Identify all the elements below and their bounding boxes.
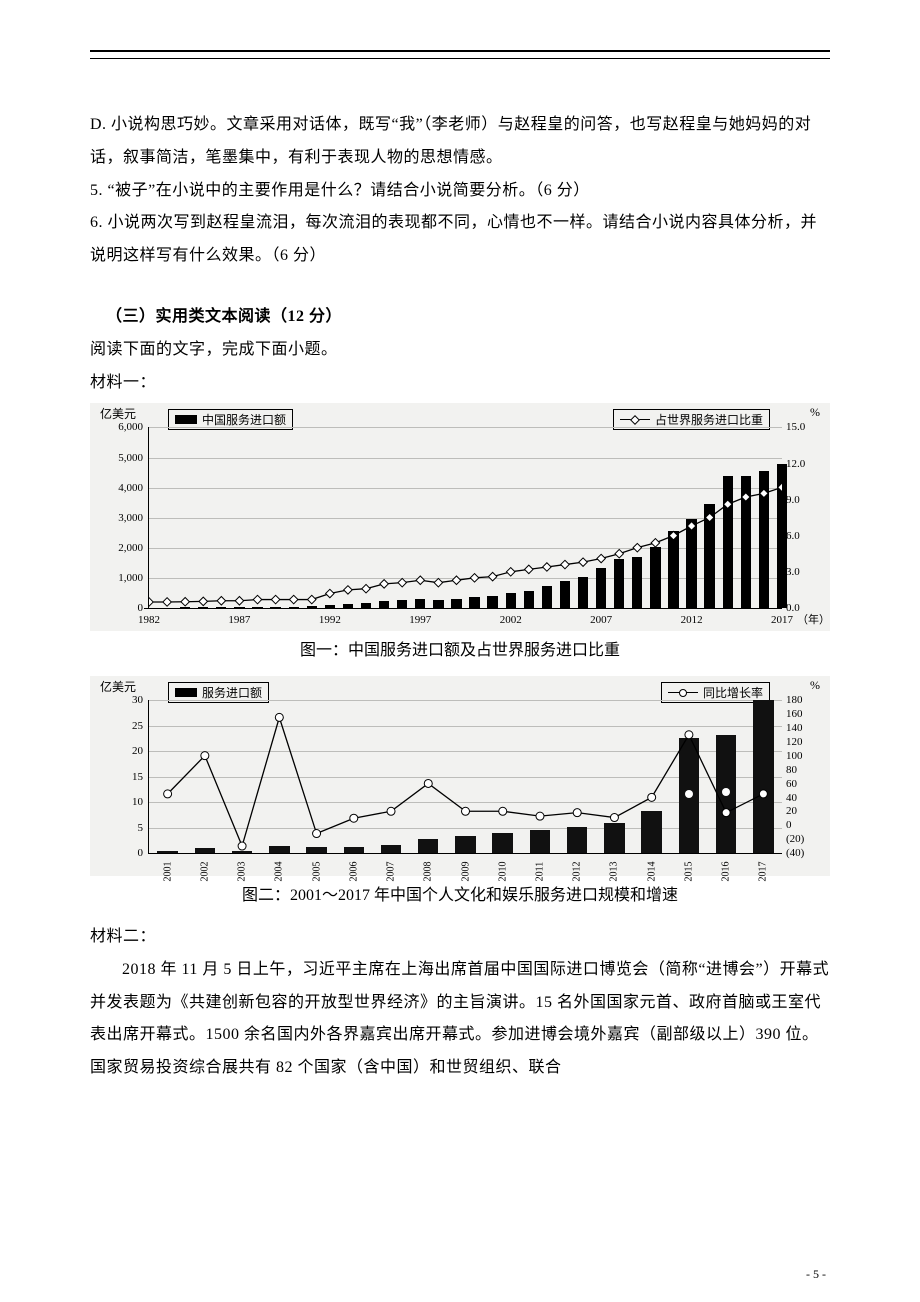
- chart1-line: [149, 427, 782, 608]
- option-d-text: D. 小说构思巧妙。文章采用对话体，既写“我”（李老师）与赵程皇的问答，也写赵程…: [90, 109, 830, 175]
- chart1-ytick-left: 2,000: [101, 542, 143, 554]
- material-1-label: 材料一：: [90, 367, 830, 400]
- section-3-heading: （三）实用类文本阅读（12 分）: [90, 301, 830, 334]
- chart1-y-right-unit: %: [810, 405, 820, 420]
- chart1-ytick-left: 4,000: [101, 482, 143, 494]
- chart2-ytick-right: 20: [786, 805, 824, 817]
- chart2-ytick-left: 5: [101, 822, 143, 834]
- chart1-xtick: 2002: [500, 614, 522, 626]
- chart2-xtick: 2010: [497, 862, 508, 882]
- chart2-xtick: 2001: [162, 862, 173, 882]
- chart2-legend-bar-label: 服务进口额: [202, 684, 262, 701]
- chart2-legend-line-label: 同比增长率: [703, 684, 763, 701]
- chart1-xtick: 1997: [409, 614, 431, 626]
- chart2-ytick-right: 120: [786, 736, 824, 748]
- chart1-ytick-right: 9.0: [786, 494, 824, 506]
- chart2-xtick: 2008: [423, 862, 434, 882]
- chart2-ytick-left: 10: [101, 796, 143, 808]
- chart2-ytick-left: 0: [101, 847, 143, 859]
- chart2-xtick: 2005: [311, 862, 322, 882]
- chart1-y-left-unit: 亿美元: [100, 405, 136, 422]
- material-2-body: 2018 年 11 月 5 日上午，习近平主席在上海出席首届中国国际进口博览会（…: [90, 954, 830, 1085]
- chart1-xtick: 2012: [681, 614, 703, 626]
- chart2-plot-area: 051015202530(40)(20)02040608010012014016…: [148, 700, 782, 854]
- chart2-ytick-left: 30: [101, 694, 143, 706]
- chart1-xtick: 2017: [771, 614, 793, 626]
- chart2-ytick-right: 0: [786, 819, 824, 831]
- legend-swatch-line-icon: [668, 692, 698, 693]
- chart2-xtick: 2006: [348, 862, 359, 882]
- chart2-xtick: 2003: [237, 862, 248, 882]
- chart1-xtick: 1992: [319, 614, 341, 626]
- chart-1: 亿美元 % 中国服务进口额 占世界服务进口比重 01,0002,0003,000…: [90, 403, 830, 631]
- chart2-ytick-right: (20): [786, 833, 824, 845]
- chart2-xtick: 2012: [572, 862, 583, 882]
- chart1-xtick: 1987: [228, 614, 250, 626]
- chart2-xtick: 2015: [683, 862, 694, 882]
- chart2-xtick: 2002: [199, 862, 210, 882]
- chart2-y-right-unit: %: [810, 678, 820, 693]
- chart1-ytick-right: 15.0: [786, 421, 824, 433]
- chart1-ytick-left: 1,000: [101, 572, 143, 584]
- chart1-ytick-right: 6.0: [786, 530, 824, 542]
- chart1-legend-bar-label: 中国服务进口额: [202, 411, 286, 428]
- chart2-ytick-right: 160: [786, 708, 824, 720]
- chart1-ytick-left: 5,000: [101, 452, 143, 464]
- chart2-ytick-left: 25: [101, 720, 143, 732]
- chart2-line: [149, 700, 782, 853]
- chart2-ytick-right: 80: [786, 764, 824, 776]
- chart2-ytick-right: 180: [786, 694, 824, 706]
- legend-swatch-bar-icon: [175, 688, 197, 697]
- chart1-ytick-left: 0: [101, 602, 143, 614]
- question-6: 6. 小说两次写到赵程皇流泪，每次流泪的表现都不同，心情也不一样。请结合小说内容…: [90, 207, 830, 273]
- chart1-plot-area: 01,0002,0003,0004,0005,0006,0000.03.06.0…: [148, 427, 782, 609]
- question-5: 5. “被子”在小说中的主要作用是什么？请结合小说简要分析。（6 分）: [90, 175, 830, 208]
- chart2-xtick: 2016: [721, 862, 732, 882]
- chart2-xtick: 2011: [534, 862, 545, 882]
- chart1-legend-line-label: 占世界服务进口比重: [655, 411, 763, 428]
- chart2-xtick: 2013: [609, 862, 620, 882]
- chart2-y-left-unit: 亿美元: [100, 678, 136, 695]
- chart1-ytick-left: 6,000: [101, 421, 143, 433]
- chart1-ytick-right: 12.0: [786, 458, 824, 470]
- chart1-ytick-right: 3.0: [786, 566, 824, 578]
- chart2-xtick: 2009: [460, 862, 471, 882]
- chart2-ytick-left: 15: [101, 771, 143, 783]
- chart2-ytick-right: (40): [786, 847, 824, 859]
- chart1-xtick: 1982: [138, 614, 160, 626]
- chart2-xtick: 2007: [386, 862, 397, 882]
- chart2-ytick-right: 40: [786, 792, 824, 804]
- chart1-x-unit: （年）: [797, 611, 830, 627]
- legend-swatch-bar-icon: [175, 415, 197, 424]
- chart1-xtick: 2007: [590, 614, 612, 626]
- chart2-caption: 图二：2001～2017 年中国个人文化和娱乐服务进口规模和增速: [90, 882, 830, 911]
- page-number: - 5 -: [806, 1267, 826, 1282]
- chart2-ytick-right: 140: [786, 722, 824, 734]
- material-2-label: 材料二：: [90, 921, 830, 954]
- chart-2: 亿美元 % 服务进口额 同比增长率 051015202530(40)(20)02…: [90, 676, 830, 876]
- legend-swatch-line-icon: [620, 419, 650, 420]
- chart2-ytick-right: 60: [786, 778, 824, 790]
- chart1-ytick-left: 3,000: [101, 512, 143, 524]
- chart1-caption: 图一：中国服务进口额及占世界服务进口比重: [90, 637, 830, 666]
- chart2-xtick: 2014: [646, 862, 657, 882]
- chart2-xtick: 2004: [274, 862, 285, 882]
- chart2-xtick: 2017: [758, 862, 769, 882]
- chart2-ytick-left: 20: [101, 745, 143, 757]
- lead-text: 阅读下面的文字，完成下面小题。: [90, 334, 830, 367]
- chart2-ytick-right: 100: [786, 750, 824, 762]
- chart2-bar-dot: [722, 788, 730, 796]
- chart2-bar-dot: [685, 790, 693, 798]
